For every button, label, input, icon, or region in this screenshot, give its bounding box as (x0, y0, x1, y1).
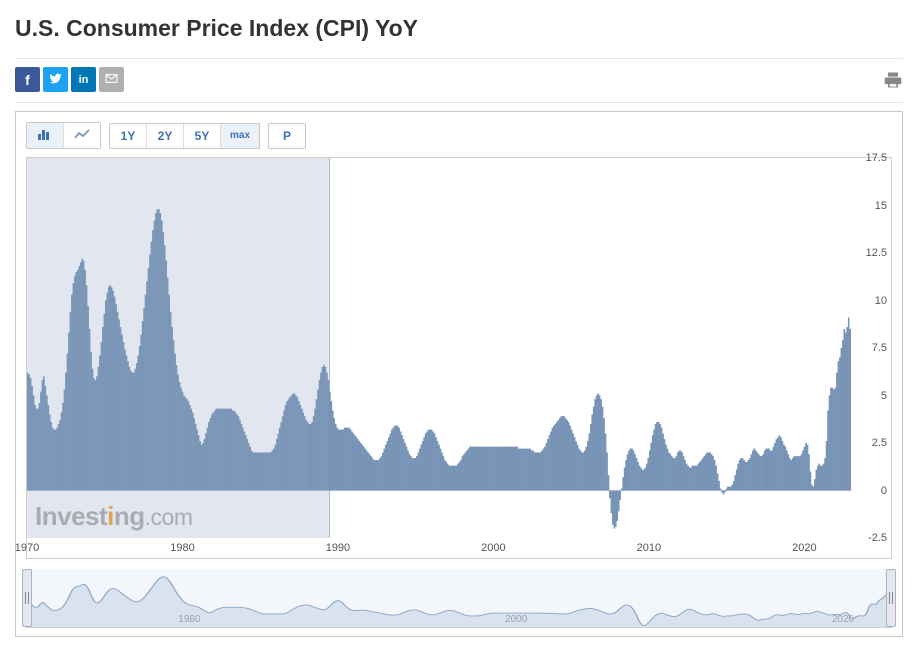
range-group: 1Y 2Y 5Y max (109, 123, 260, 149)
range-max-button[interactable]: max (221, 124, 259, 148)
x-axis: 197019801990200020102020 (27, 538, 851, 558)
navigator[interactable]: 1980 2000 2020 (26, 569, 892, 628)
navigator-tick: 2020 (832, 614, 854, 625)
range-2y-button[interactable]: 2Y (147, 124, 184, 148)
range-5y-button[interactable]: 5Y (184, 124, 221, 148)
chart-type-line-button[interactable] (64, 123, 100, 148)
x-tick: 1990 (326, 542, 350, 554)
chart-type-bar-button[interactable] (27, 123, 64, 148)
y-tick: 17.5 (866, 152, 887, 164)
divider (15, 58, 903, 59)
y-tick: 7.5 (872, 342, 887, 354)
x-tick: 2020 (792, 542, 816, 554)
y-axis: -2.502.557.51012.51517.5 (851, 158, 891, 538)
line-chart-icon (74, 128, 90, 143)
y-tick: 2.5 (872, 437, 887, 449)
share-facebook-button[interactable]: f (15, 67, 40, 92)
navigator-tick: 1980 (178, 614, 200, 625)
y-tick: 5 (881, 390, 887, 402)
y-tick: 15 (875, 200, 887, 212)
chart-card: 1Y 2Y 5Y max P -2.502.557.51012.51517.5 … (15, 111, 903, 637)
page-title: U.S. Consumer Price Index (CPI) YoY (15, 15, 903, 42)
share-bar: f in (15, 67, 903, 92)
print-icon (883, 70, 903, 90)
price-button[interactable]: P (268, 123, 306, 149)
share-twitter-button[interactable] (43, 67, 68, 92)
x-tick: 1980 (170, 542, 194, 554)
print-button[interactable] (883, 70, 903, 90)
facebook-icon: f (25, 72, 30, 88)
email-icon (105, 72, 118, 88)
navigator-tick: 2000 (505, 614, 527, 625)
linkedin-icon: in (79, 74, 89, 86)
y-tick: 10 (875, 295, 887, 307)
y-tick: 0 (881, 485, 887, 497)
share-email-button[interactable] (99, 67, 124, 92)
y-tick: 12.5 (866, 247, 887, 259)
navigator-handle-right[interactable] (886, 569, 896, 627)
bar-chart-icon (38, 128, 52, 143)
twitter-icon (49, 72, 62, 88)
x-tick: 1970 (15, 542, 39, 554)
chart-type-group (26, 122, 101, 149)
range-1y-button[interactable]: 1Y (110, 124, 147, 148)
y-tick: -2.5 (868, 532, 887, 544)
x-tick: 2000 (481, 542, 505, 554)
x-tick: 2010 (637, 542, 661, 554)
main-chart[interactable]: -2.502.557.51012.51517.5 197019801990200… (26, 157, 892, 559)
divider (15, 102, 903, 103)
navigator-handle-left[interactable] (22, 569, 32, 627)
share-linkedin-button[interactable]: in (71, 67, 96, 92)
chart-toolbar: 1Y 2Y 5Y max P (22, 118, 896, 157)
